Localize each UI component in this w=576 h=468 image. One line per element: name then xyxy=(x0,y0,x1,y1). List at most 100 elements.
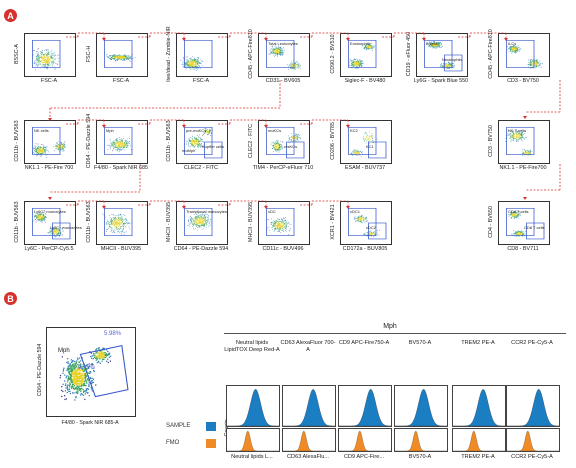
sample-histogram xyxy=(226,385,280,427)
gate-label: moKCs xyxy=(268,128,282,133)
gating-plot-ylabel: XCR1 - BV421 xyxy=(330,204,336,240)
gate-label: KC2 xyxy=(350,128,358,133)
gating-plot-xlabel: NK1.1 - PE-Fire 700 xyxy=(24,165,74,171)
gating-plot xyxy=(258,120,310,164)
gating-plot-ylabel: live/dead - Zombie-NIR xyxy=(166,26,172,82)
gating-plot-ylabel: FSC-H xyxy=(86,45,92,63)
gating-plot-xlabel: CLEC2 - FITC xyxy=(183,165,219,171)
histogram-column-title: CCR2 PE-Cy5-A xyxy=(511,340,553,346)
gate-label: B cells xyxy=(426,41,438,46)
gating-plot xyxy=(498,120,550,164)
gating-plot-xlabel: FSC-A xyxy=(192,78,210,84)
gating-plot-xlabel: Ly6C - PerCP-Cy5.5 xyxy=(24,246,74,252)
mph-overview-xlabel: F4/80 - Spark NIR 685-A xyxy=(61,420,119,426)
fmo-histogram xyxy=(452,428,506,452)
gate-label: Mph xyxy=(106,128,114,133)
gating-plot-xlabel: CD3 - BV750 xyxy=(507,78,539,84)
gating-plot-ylabel: CD90.2 - BV510 xyxy=(330,34,336,74)
sample-histogram xyxy=(506,385,560,427)
gating-plot xyxy=(340,120,392,164)
gating-plot-ylabel: CD206 - BV785 xyxy=(330,122,336,160)
panel-b-badge: B xyxy=(4,292,17,305)
gating-plot xyxy=(416,33,468,77)
gating-plot xyxy=(96,120,148,164)
gate-label: KC1 xyxy=(366,144,374,149)
histogram-column-title: Neutral lipids LipidTOX Deep Red-A xyxy=(224,340,280,353)
fmo-histogram xyxy=(506,428,560,452)
gating-plot xyxy=(24,33,76,77)
histogram-column-title: TREM2 PE-A xyxy=(461,340,495,346)
gating-plot-ylabel: CD3 - BV750 xyxy=(488,125,494,157)
gating-plot xyxy=(340,201,392,245)
gating-plot xyxy=(258,201,310,245)
gating-plot xyxy=(24,120,76,164)
gate-label: cDC1 xyxy=(350,209,361,214)
gate-label: pre-moKCs xyxy=(186,128,207,133)
gate-label: Ly6C⁻ monocytes xyxy=(50,225,82,230)
gate-label: NK cells xyxy=(34,128,49,133)
gate-label: Eosinophils xyxy=(350,41,371,46)
gating-plot-ylabel: CD11b - BUV563 xyxy=(166,120,172,162)
mph-overview-ylabel: CD64 - PE-Dazzle 594 xyxy=(37,343,43,397)
gating-plot xyxy=(96,201,148,245)
gate-label: cDC2 xyxy=(366,225,377,230)
gating-plot-xlabel: CD172a - BUV805 xyxy=(342,246,388,252)
gating-plot-xlabel: Siglec-F - BV480 xyxy=(344,78,386,84)
mph-overview-plot xyxy=(46,327,136,417)
gate-label: resKCs xyxy=(284,144,298,149)
legend-fmo-label: FMO xyxy=(166,440,180,446)
gating-plot-xlabel: NK1.1 - PE-Fire700 xyxy=(499,165,547,171)
histogram-column-xlabel: CD63 AlexaFlu... xyxy=(287,454,329,460)
gating-plot-ylabel: CD45 - APC-Fire810 xyxy=(248,29,254,79)
gating-plot-xlabel: Ly6G - Spark Blue 550 xyxy=(413,78,469,84)
gating-plot xyxy=(96,33,148,77)
fmo-histogram xyxy=(338,428,392,452)
histogram-group-divider xyxy=(224,333,566,334)
mph-overview-pct-1: 5.98% xyxy=(104,331,122,337)
panel-a-badge: A xyxy=(4,9,17,22)
fmo-histogram xyxy=(394,428,448,452)
gate-label: Transitional monocytes xyxy=(186,209,227,214)
gate-label: Ly6C⁺ monocytes xyxy=(34,209,66,214)
histogram-column-xlabel: Neutral lipids L... xyxy=(231,454,273,460)
histogram-column-xlabel: TREM2 PE-A xyxy=(461,454,495,460)
gating-plot-ylabel: CD11b - BUV563 xyxy=(86,201,92,243)
sample-histogram xyxy=(338,385,392,427)
gating-plot-ylabel: CLEC2 - FITC xyxy=(248,123,254,159)
histogram-column-title: CD9 APC-Fire750-A xyxy=(338,340,390,346)
gating-plot-xlabel: F4/80 - Spark NIR 685 xyxy=(94,165,148,171)
gate-label: ILCs xyxy=(508,41,517,46)
gating-plot xyxy=(258,33,310,77)
sample-histogram xyxy=(452,385,506,427)
gate-label: Kupffer cells xyxy=(202,144,224,149)
gating-plot-xlabel: FSC-A xyxy=(112,78,130,84)
gating-plot xyxy=(498,201,550,245)
gating-plot xyxy=(24,201,76,245)
gating-plot-ylabel: CD11b - BUV563 xyxy=(14,201,20,243)
gate-label: Neutrophils xyxy=(442,57,463,62)
sample-histogram xyxy=(282,385,336,427)
gating-plot-ylabel: CD4 - BV650 xyxy=(488,206,494,238)
fmo-histogram xyxy=(226,428,280,452)
histogram-column-xlabel: CCR2 PE-Cy5-A xyxy=(511,454,553,460)
gate-label: cDC xyxy=(268,209,276,214)
gating-plot xyxy=(176,201,228,245)
gating-plot-xlabel: ESAM - BUV737 xyxy=(344,165,386,171)
histogram-column-title: BV570-A xyxy=(408,340,432,346)
gating-plot-ylabel: CD11b - BUV563 xyxy=(14,120,20,162)
histogram-group-title: Mph xyxy=(383,323,397,330)
gating-plot-xlabel: TIM4 - PerCP-eFluor 710 xyxy=(252,165,314,171)
legend-sample-label: SAMPLE xyxy=(166,423,191,429)
gating-plot-xlabel: CD64 - PE-Dazzle 594 xyxy=(173,246,229,252)
gating-plot xyxy=(176,33,228,77)
gate-label: Total Leukocytes xyxy=(268,41,298,46)
gating-plot-ylabel: CD19 - eFluor 450 xyxy=(406,31,412,77)
gate-label: CD4 T cells xyxy=(508,209,529,214)
legend-fmo-swatch xyxy=(206,439,216,448)
gating-plot-xlabel: CD8 - BV711 xyxy=(507,246,539,252)
gating-plot-ylabel: BSSC-A xyxy=(14,43,20,65)
histogram-column-xlabel: CD9 APC-Fire... xyxy=(343,454,385,460)
mph-overview-gate-label: Mph xyxy=(58,348,70,354)
legend-sample-swatch xyxy=(206,422,216,431)
gating-plot-ylabel: MHCII - BUV395 xyxy=(248,201,254,243)
